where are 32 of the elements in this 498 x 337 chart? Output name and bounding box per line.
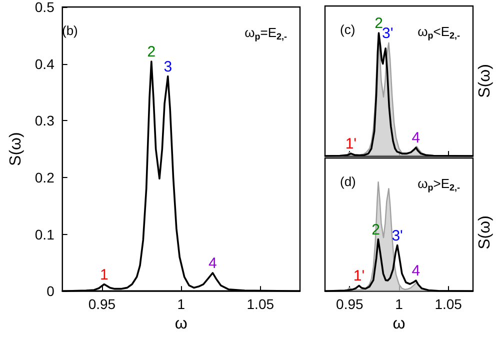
x-tick-label: 0.95 xyxy=(336,296,364,312)
x-tick-label: 1 xyxy=(395,296,404,312)
y-axis-title: S(ω) xyxy=(476,64,494,98)
chart-title: (c) xyxy=(340,22,356,37)
x-tick-label: 1 xyxy=(177,296,186,312)
annotation: 2 xyxy=(374,15,383,32)
annotation: 1' xyxy=(353,268,365,285)
x-axis-title: ω xyxy=(392,316,406,332)
annotation: 3' xyxy=(392,227,404,244)
y-axis-title: S(ω) xyxy=(8,132,24,166)
annotation: 2 xyxy=(372,221,380,238)
annotation: 1 xyxy=(100,266,108,284)
annotation: 3' xyxy=(382,24,394,42)
annotation: 4 xyxy=(412,130,420,147)
annotation: 4 xyxy=(412,262,420,280)
x-tick-label: 1.05 xyxy=(246,296,274,312)
y-tick-label: 0.3 xyxy=(34,112,55,129)
annotation: 3 xyxy=(164,58,172,76)
y-tick-label: 0.1 xyxy=(34,226,55,242)
y-tick-label: 0.5 xyxy=(34,0,55,15)
annotation: 4 xyxy=(208,254,217,272)
x-axis-title: ω xyxy=(174,316,188,332)
x-tick-label: 1.05 xyxy=(434,296,462,312)
annotation: 1' xyxy=(345,136,357,153)
y-tick-label: 0 xyxy=(46,283,55,300)
chart-title: (d) xyxy=(340,174,356,189)
y-axis-title: S(ω) xyxy=(476,216,494,250)
x-tick-label: 0.95 xyxy=(88,296,116,312)
y-tick-label: 0.4 xyxy=(34,56,55,72)
text: (b) xyxy=(62,23,78,38)
y-tick-label: 0.2 xyxy=(34,169,55,186)
annotation: 2 xyxy=(147,44,156,61)
